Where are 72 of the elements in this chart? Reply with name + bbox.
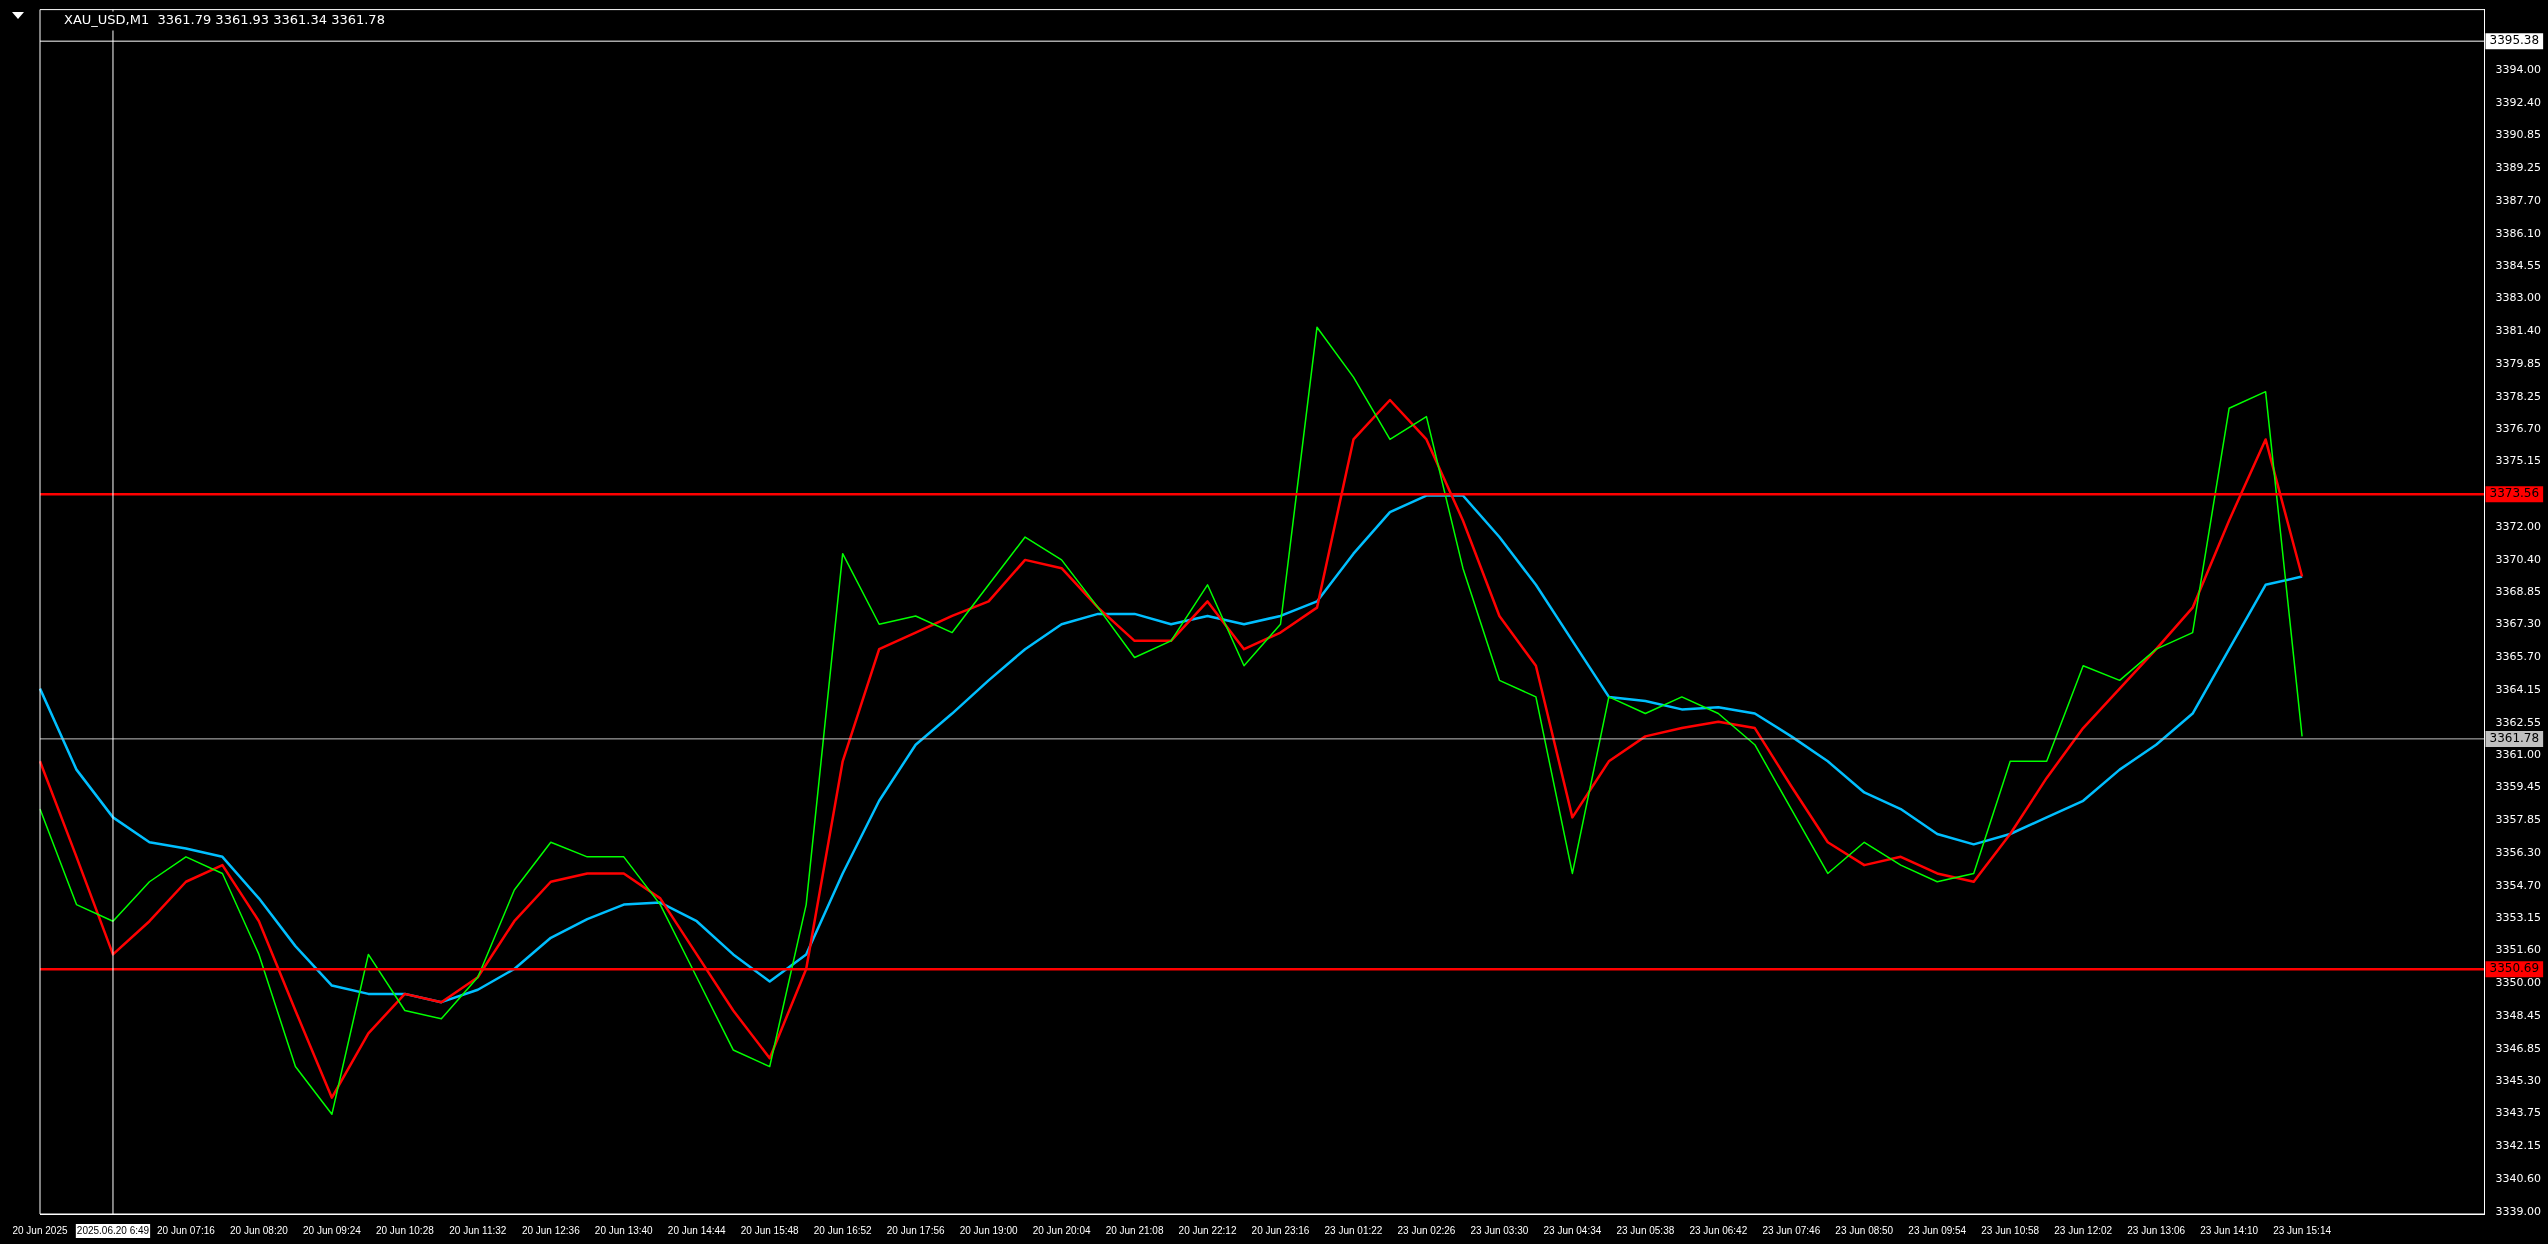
y-tick-label: 3357.85 — [2495, 813, 2542, 827]
x-tick-label: 20 Jun 22:12 — [1178, 1224, 1237, 1236]
y-tick-label: 3389.25 — [2495, 161, 2542, 175]
y-tick-label: 3343.75 — [2495, 1106, 2542, 1120]
x-tick-label: 23 Jun 07:46 — [1762, 1224, 1821, 1236]
y-tick-label: 3339.00 — [2495, 1204, 2542, 1218]
y-tick-label: 3386.10 — [2495, 226, 2542, 240]
x-tick-label: 20 Jun 23:16 — [1251, 1224, 1310, 1236]
y-tick-label: 3372.00 — [2495, 519, 2542, 533]
y-tick-label: 3394.00 — [2495, 62, 2542, 76]
x-tick-label: 20 Jun 07:16 — [157, 1224, 216, 1236]
y-tick-label: 3387.70 — [2495, 193, 2542, 207]
y-tick-label: 3379.85 — [2495, 356, 2542, 370]
x-tick-label: 23 Jun 01:22 — [1324, 1224, 1383, 1236]
x-tick-label: 23 Jun 15:14 — [2273, 1224, 2332, 1236]
x-tick-label: 20 Jun 10:28 — [375, 1224, 435, 1236]
y-tick-label: 3384.55 — [2495, 258, 2542, 272]
ref-line-label: 3350.69 — [2489, 961, 2540, 976]
ref-line-label: 3361.78 — [2489, 731, 2540, 746]
y-tick-label: 3365.70 — [2495, 650, 2542, 664]
y-tick-label: 3346.85 — [2495, 1041, 2542, 1055]
x-tick-label: 23 Jun 03:30 — [1470, 1224, 1529, 1236]
y-tick-label: 3348.45 — [2495, 1008, 2542, 1022]
x-tick-label: 2025.06.20 6:49 — [76, 1224, 150, 1236]
y-tick-label: 3364.15 — [2495, 682, 2542, 696]
x-tick-label: 23 Jun 12:02 — [2054, 1224, 2113, 1236]
y-tick-label: 3342.15 — [2495, 1139, 2542, 1153]
x-tick-label: 23 Jun 05:38 — [1616, 1224, 1675, 1236]
y-tick-label: 3359.45 — [2495, 780, 2542, 794]
y-tick-label: 3340.60 — [2495, 1171, 2542, 1185]
y-tick-label: 3383.00 — [2495, 291, 2542, 305]
x-tick-label: 20 Jun 15:48 — [740, 1224, 800, 1236]
y-tick-label: 3368.85 — [2495, 584, 2542, 598]
x-tick-label: 23 Jun 10:58 — [1981, 1224, 2040, 1236]
y-tick-label: 3367.30 — [2495, 617, 2542, 631]
x-tick-label: 20 Jun 20:04 — [1032, 1224, 1091, 1236]
y-tick-label: 3356.30 — [2495, 845, 2542, 859]
y-tick-label: 3390.85 — [2495, 128, 2542, 142]
x-tick-label: 20 Jun 14:44 — [667, 1224, 727, 1236]
x-tick-label: 20 Jun 19:00 — [959, 1224, 1018, 1236]
x-tick-label: 23 Jun 04:34 — [1543, 1224, 1602, 1236]
y-tick-label: 3350.00 — [2495, 976, 2542, 990]
y-tick-label: 3392.40 — [2495, 95, 2542, 109]
x-tick-label: 20 Jun 12:36 — [521, 1224, 581, 1236]
x-tick-label: 23 Jun 06:42 — [1689, 1224, 1748, 1236]
x-tick-label: 20 Jun 13:40 — [594, 1224, 654, 1236]
y-tick-label: 3353.15 — [2495, 910, 2542, 924]
ref-line-label: 3373.56 — [2489, 486, 2540, 501]
x-tick-label: 20 Jun 21:08 — [1105, 1224, 1164, 1236]
y-tick-label: 3351.60 — [2495, 943, 2542, 957]
y-tick-label: 3376.70 — [2495, 421, 2542, 435]
x-tick-label: 23 Jun 02:26 — [1397, 1224, 1456, 1236]
x-tick-label: 20 Jun 2025 — [12, 1224, 68, 1236]
x-tick-label: 20 Jun 09:24 — [302, 1224, 362, 1236]
y-tick-label: 3362.55 — [2495, 715, 2542, 729]
y-tick-label: 3378.25 — [2495, 389, 2542, 403]
x-tick-label: 23 Jun 09:54 — [1908, 1224, 1967, 1236]
x-tick-label: 23 Jun 08:50 — [1835, 1224, 1894, 1236]
y-tick-label: 3370.40 — [2495, 552, 2542, 566]
y-tick-label: 3354.70 — [2495, 878, 2542, 892]
y-tick-label: 3381.40 — [2495, 324, 2542, 338]
x-tick-label: 20 Jun 16:52 — [813, 1224, 873, 1236]
x-tick-label: 20 Jun 17:56 — [886, 1224, 945, 1236]
chart-title: XAU_USD,M1 3361.79 3361.93 3361.34 3361.78 — [64, 12, 385, 28]
y-tick-label: 3375.15 — [2495, 454, 2542, 468]
x-tick-label: 20 Jun 08:20 — [230, 1224, 289, 1236]
x-tick-label: 23 Jun 14:10 — [2200, 1224, 2259, 1236]
y-tick-label: 3361.00 — [2495, 747, 2542, 761]
ref-line-label: 3395.38 — [2489, 33, 2540, 48]
x-tick-label: 20 Jun 11:32 — [449, 1224, 507, 1236]
x-tick-label: 23 Jun 13:06 — [2127, 1224, 2186, 1236]
y-tick-label: 3345.30 — [2495, 1073, 2542, 1087]
